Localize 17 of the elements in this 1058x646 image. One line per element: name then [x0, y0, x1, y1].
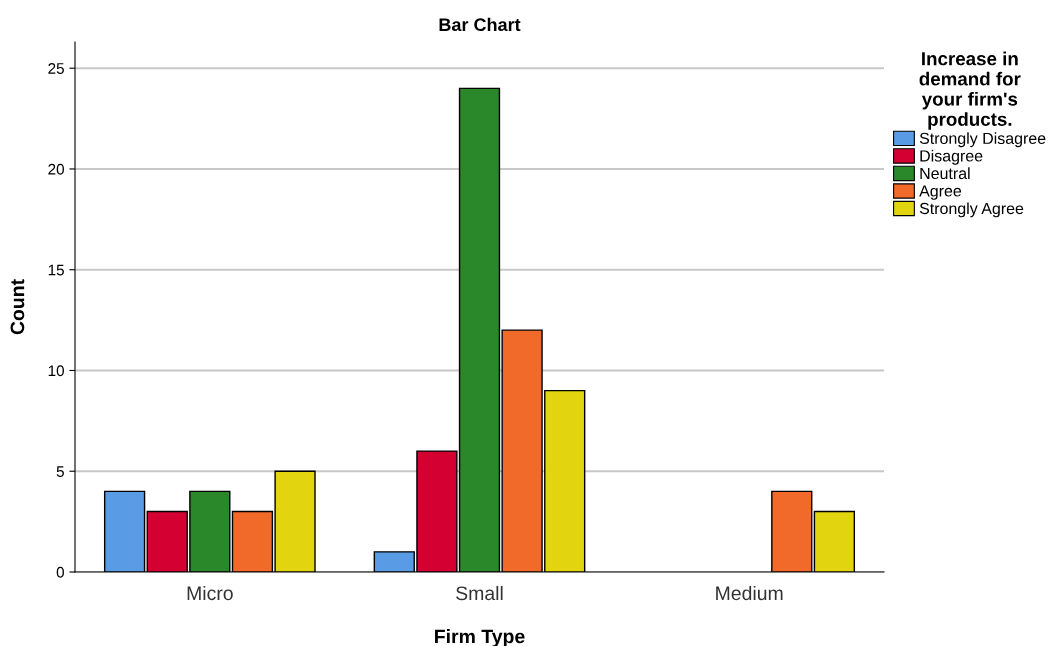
y-tick-label: 15 — [48, 264, 64, 276]
legend-label: Strongly Disagree — [919, 132, 1046, 148]
y-tick-label: 20 — [48, 163, 64, 175]
y-tick-label: 5 — [56, 466, 64, 477]
y-axis-title: Count — [10, 279, 25, 335]
legend-title: Increase in demand for your firm's products. — [919, 51, 1021, 130]
legend-label: Neutral — [920, 167, 970, 180]
x-tick-label: Small — [456, 585, 503, 601]
y-tick-label: 25 — [48, 63, 64, 74]
legend-label: Agree — [919, 185, 962, 200]
legend-label: Disagree — [920, 149, 983, 165]
chart-title: Bar Chart — [439, 17, 521, 32]
y-tick-label: 0 — [56, 566, 64, 578]
y-tick-label: 10 — [48, 365, 64, 377]
x-tick-label: Medium — [716, 585, 783, 601]
x-tick-label: Micro — [187, 585, 233, 601]
legend-label: Strongly Agree — [919, 202, 1024, 218]
